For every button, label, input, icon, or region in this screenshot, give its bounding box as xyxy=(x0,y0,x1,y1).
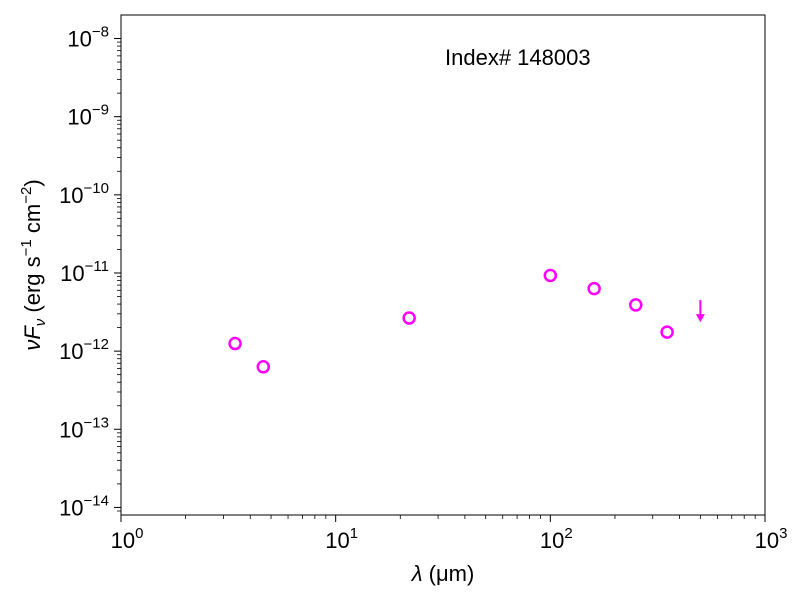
x-tick-label: 100 xyxy=(111,525,144,553)
y-tick-label: 10−14 xyxy=(59,492,109,520)
y-tick-label: 10−13 xyxy=(59,414,109,442)
y-tick-label: 10−8 xyxy=(67,24,109,52)
data-point xyxy=(587,281,601,296)
y-tick-label: 10−10 xyxy=(59,180,109,208)
data-point xyxy=(256,360,271,374)
x-tick-label: 101 xyxy=(325,525,358,553)
y-axis-label: νFν (erg s−1 cm−2) xyxy=(18,179,49,350)
axis-ticks: 100 101 102 103 10−14 10−13 10−12 10−11 10−10 10−… xyxy=(59,24,787,553)
y-tick-label: 10−11 xyxy=(60,258,109,286)
x-tick-label: 102 xyxy=(540,525,573,553)
annotation-label: Index# 148003 xyxy=(445,45,591,70)
data-marks xyxy=(228,268,705,374)
data-point xyxy=(228,336,242,351)
data-point xyxy=(402,311,416,325)
data-point xyxy=(660,325,674,339)
data-point xyxy=(629,298,643,312)
y-tick-label: 10−9 xyxy=(67,102,109,130)
y-tick-label: 10−12 xyxy=(59,336,109,364)
data-point xyxy=(543,268,558,283)
x-axis-label: λ (μm) xyxy=(411,561,475,586)
x-tick-label: 103 xyxy=(755,525,788,553)
plot-frame xyxy=(120,14,766,516)
upper-limit-arrow-head xyxy=(695,314,705,323)
